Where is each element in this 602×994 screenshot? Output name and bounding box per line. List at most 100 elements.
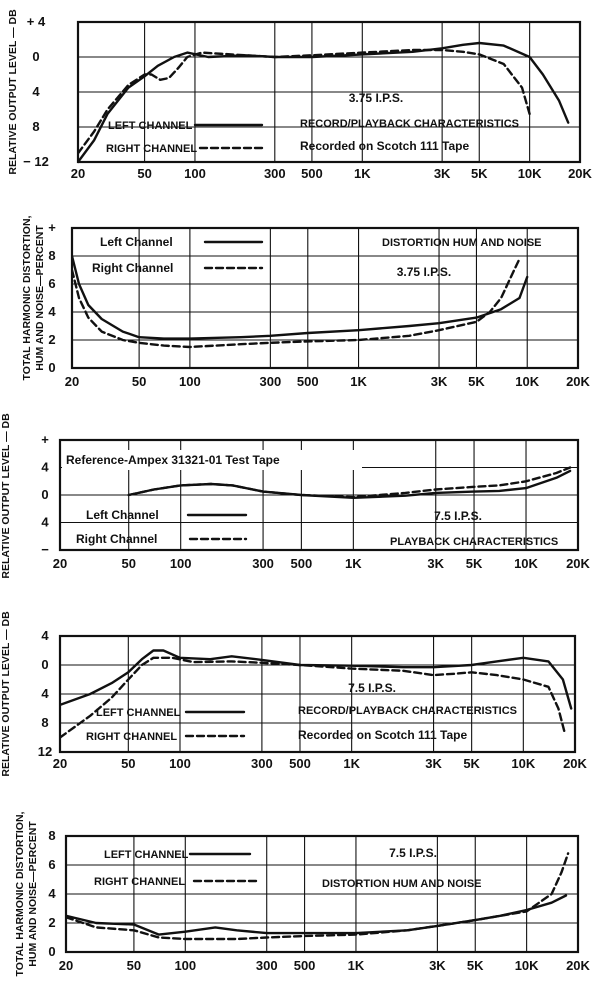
y-tick-label: 4 <box>41 515 49 530</box>
left-channel-trace <box>60 649 573 710</box>
plot-frame <box>64 834 580 954</box>
x-tick-label: 10K <box>518 166 542 181</box>
x-tick-label: 100 <box>169 756 191 771</box>
plot-frame <box>58 634 577 754</box>
annotation-text: DISTORTION HUM AND NOISE <box>382 237 542 249</box>
x-tick-label: 500 <box>294 958 316 973</box>
y-tick-label: − 12 <box>23 154 49 169</box>
x-tick-label: 50 <box>132 374 146 389</box>
x-tick-label: 20K <box>566 556 590 571</box>
x-tick-label: 5K <box>468 374 485 389</box>
x-tick-label: 500 <box>301 166 323 181</box>
x-tick-label: 20 <box>71 166 85 181</box>
y-axis-label: HUM AND NOISE—PERCENT <box>27 821 39 967</box>
right-channel-trace <box>72 257 521 349</box>
annotation-text: Recorded on Scotch 111 Tape <box>298 728 467 742</box>
x-tick-label: 500 <box>289 756 311 771</box>
annotation-text: DISTORTION HUM AND NOISE <box>322 878 482 890</box>
x-tick-label: 3K <box>427 556 444 571</box>
x-tick-label: 10K <box>515 958 539 973</box>
x-tick-label: 20 <box>65 374 79 389</box>
annotation-text: 3.75 I.P.S. <box>397 265 452 279</box>
x-tick-label: 1K <box>345 556 362 571</box>
y-tick-label: 8 <box>32 119 39 134</box>
x-tick-label: 3K <box>425 756 442 771</box>
y-tick-label: + <box>48 220 56 235</box>
x-tick-label: 5K <box>467 958 484 973</box>
annotation-text: RECORD/PLAYBACK CHARACTERISTICS <box>298 705 517 717</box>
annotation-text: 7.5 I.P.S. <box>389 846 437 860</box>
y-tick-label: 0 <box>41 657 48 672</box>
legend-label: Left Channel <box>100 235 173 249</box>
x-tick-label: 1K <box>348 958 365 973</box>
x-tick-label: 20K <box>566 374 590 389</box>
annotation-text: 7.5 I.P.S. <box>348 681 396 695</box>
y-tick-label: 4 <box>41 460 49 475</box>
trace-group <box>60 649 573 739</box>
right-channel-trace <box>127 466 572 499</box>
y-tick-label: 8 <box>41 715 48 730</box>
x-tick-label: 50 <box>127 958 141 973</box>
plot-frame <box>58 438 580 552</box>
x-tick-label: 100 <box>179 374 201 389</box>
x-tick-label: 20K <box>563 756 587 771</box>
annotation-backdrop <box>62 450 362 470</box>
y-tick-label: 4 <box>48 886 56 901</box>
legend-label: Left Channel <box>86 508 159 522</box>
x-tick-label: 5K <box>463 756 480 771</box>
annotation-text: 7.5 I.P.S. <box>434 509 482 523</box>
y-tick-label: 0 <box>48 944 55 959</box>
y-axis-label: RELATIVE OUTPUT LEVEL — DB <box>7 9 19 175</box>
legend-label: RIGHT CHANNEL <box>94 876 185 888</box>
legend-label: RIGHT CHANNEL <box>86 731 177 743</box>
y-tick-label: 8 <box>48 248 55 263</box>
y-axis-label: TOTAL HARMONIC DISTORTION, <box>14 811 26 976</box>
x-tick-label: 3K <box>431 374 448 389</box>
y-tick-label: 0 <box>48 360 55 375</box>
x-tick-label: 50 <box>121 556 135 571</box>
y-tick-label: 6 <box>48 857 55 872</box>
y-tick-label: 0 <box>32 49 39 64</box>
panel-1: + 4 0 4 8 − 12 20 50 100 300 500 1K 3K 5K 10K 20K RELAT… <box>7 9 593 181</box>
y-tick-label: 2 <box>48 915 55 930</box>
panel-3: +4 0 4 −20 50 100 300 500 1K 3K 5K 10K 20K RELATIVE O… <box>0 413 591 579</box>
x-tick-label: 100 <box>184 166 206 181</box>
y-tick-label: − <box>41 542 49 557</box>
plot-frame <box>76 20 582 164</box>
x-tick-label: 3K <box>429 958 446 973</box>
legend-label: Right Channel <box>92 261 173 275</box>
legend-label: LEFT CHANNEL <box>96 707 181 719</box>
y-tick-label: 4 <box>41 628 49 643</box>
y-tick-label: 4 <box>48 304 56 319</box>
legend-label: RIGHT CHANNEL <box>106 143 197 155</box>
y-tick-label: 2 <box>48 332 55 347</box>
x-tick-label: 20 <box>53 756 67 771</box>
annotation-text: RECORD/PLAYBACK CHARACTERISTICS <box>300 118 519 130</box>
plot-frame <box>70 226 580 370</box>
x-tick-label: 300 <box>256 958 278 973</box>
x-tick-label: 1K <box>350 374 367 389</box>
y-tick-label: 12 <box>38 744 52 759</box>
annotation-text: Reference-Ampex 31321-01 Test Tape <box>66 453 280 467</box>
trace-group <box>78 41 570 164</box>
y-axis-label: HUM AND NOISE—PERCENT <box>34 225 46 371</box>
x-tick-label: 3K <box>434 166 451 181</box>
annotation-text: Recorded on Scotch 111 Tape <box>300 139 469 153</box>
y-axis-label: RELATIVE OUTPUT LEVEL — DB <box>0 413 12 579</box>
x-tick-label: 10K <box>515 374 539 389</box>
trace-group <box>66 852 570 941</box>
x-tick-label: 20 <box>53 556 67 571</box>
x-tick-label: 100 <box>170 556 192 571</box>
x-tick-label: 1K <box>343 756 360 771</box>
annotation-text: PLAYBACK CHARACTERISTICS <box>390 536 558 548</box>
x-tick-label: 20K <box>568 166 592 181</box>
trace-group <box>72 254 529 349</box>
x-tick-label: 100 <box>174 958 196 973</box>
annotation-text: 3.75 I.P.S. <box>349 91 404 105</box>
x-tick-label: 500 <box>291 556 313 571</box>
y-tick-label: 6 <box>48 276 55 291</box>
